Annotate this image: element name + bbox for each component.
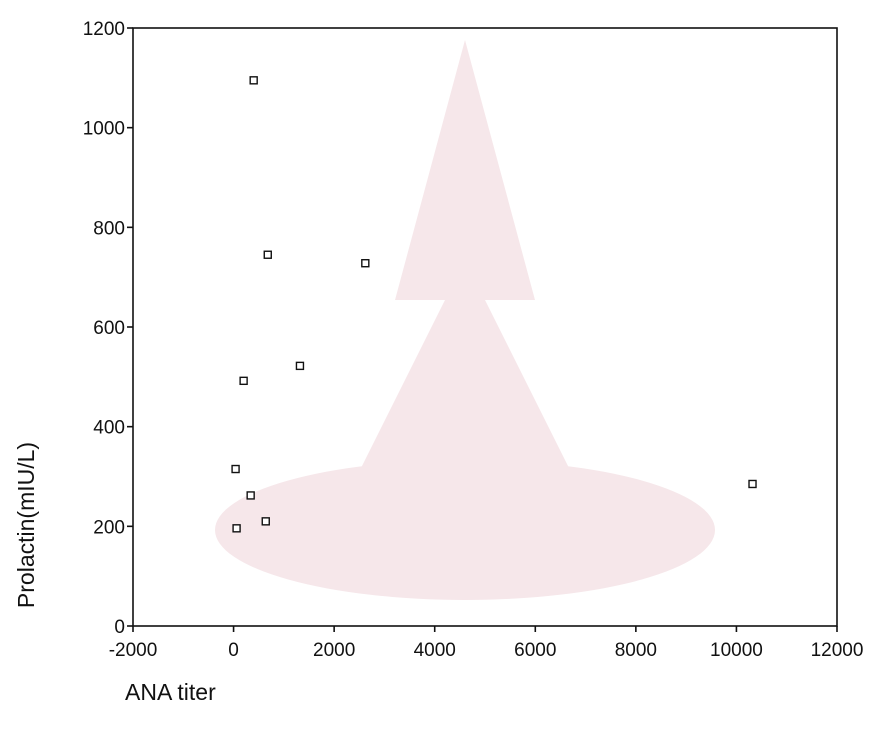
data-point: [246, 491, 255, 500]
y-tick-label: 800: [93, 218, 125, 239]
data-point: [249, 76, 258, 85]
data-point: [232, 524, 241, 533]
x-tick-label: 2000: [313, 640, 355, 661]
x-tick-label: 4000: [414, 640, 456, 661]
data-point: [295, 361, 305, 371]
data-point: [261, 517, 270, 526]
x-tick-label: 10000: [710, 640, 763, 661]
data-point: [748, 479, 757, 489]
data-point: [239, 376, 248, 386]
y-axis-label: Prolactin(mIU/L): [13, 442, 39, 608]
x-axis: -2000 0 2000 4000 6000 8000 10000 12000: [109, 626, 864, 661]
x-axis-label: ANA titer: [125, 679, 216, 705]
x-tick-label: 6000: [514, 640, 556, 661]
x-tick-label: -2000: [109, 640, 158, 661]
watermark-crest-icon: [215, 40, 715, 600]
y-axis: 0 200 400 600 800 1000 1200: [83, 19, 133, 638]
data-points: [231, 76, 757, 533]
y-tick-label: 1000: [83, 119, 125, 140]
x-tick-label: 8000: [615, 640, 657, 661]
y-tick-label: 400: [93, 418, 125, 439]
x-tick-label: 12000: [811, 640, 864, 661]
data-point: [361, 259, 370, 268]
y-tick-label: 1200: [83, 19, 125, 40]
data-point: [231, 464, 240, 474]
y-tick-label: 200: [93, 517, 125, 538]
data-point: [263, 250, 272, 259]
x-tick-label: 0: [228, 640, 239, 661]
y-tick-label: 0: [114, 617, 125, 638]
y-tick-label: 600: [93, 318, 125, 339]
